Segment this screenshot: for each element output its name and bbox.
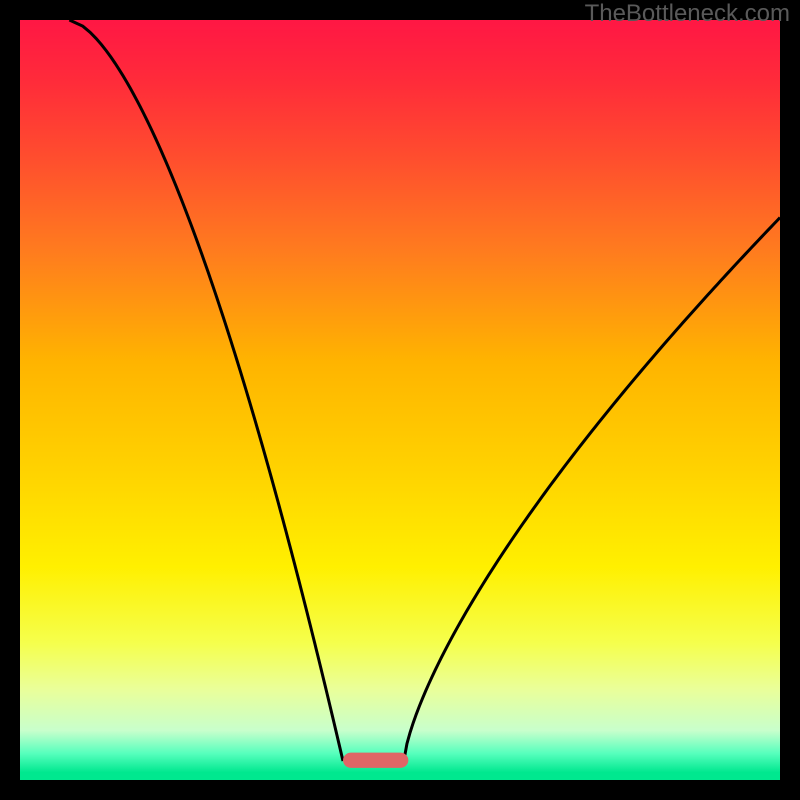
watermark-text: TheBottleneck.com	[585, 0, 790, 28]
bottleneck-marker	[343, 753, 408, 768]
bottleneck-chart	[0, 0, 800, 800]
plot-background	[20, 20, 780, 780]
